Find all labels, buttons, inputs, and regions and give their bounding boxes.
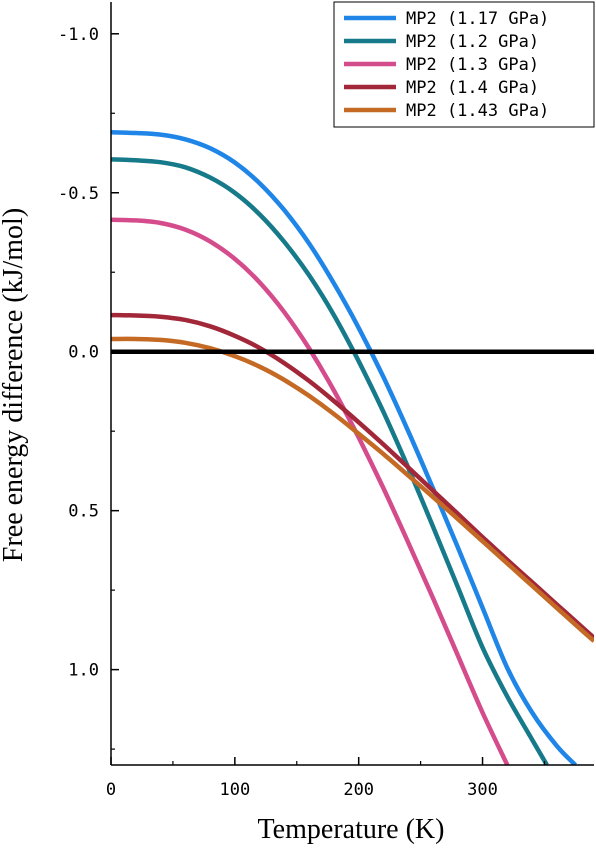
y-axis-label: Free energy difference (kJ/mol) bbox=[0, 208, 29, 562]
legend-label: MP2 (1.17 GPa) bbox=[406, 9, 549, 29]
series-line-4 bbox=[111, 312, 594, 640]
y-tick-label: 1.0 bbox=[68, 661, 99, 681]
y-tick-label: 0.5 bbox=[68, 502, 99, 522]
tick-marks bbox=[110, 33, 546, 765]
x-tick-label: 0 bbox=[106, 780, 116, 800]
series-line-1 bbox=[111, 130, 578, 765]
y-tick-label: -1.0 bbox=[58, 25, 99, 45]
y-tick-label: 0.0 bbox=[68, 343, 99, 363]
axes bbox=[110, 2, 594, 766]
series-line-3 bbox=[111, 217, 510, 765]
x-tick-label: 200 bbox=[343, 780, 374, 800]
legend-label: MP2 (1.43 GPa) bbox=[406, 101, 549, 121]
tick-labels: 0 100 200 300 -1.0 -0.5 0.0 0.5 1.0 bbox=[58, 25, 498, 800]
series-line-5 bbox=[111, 336, 594, 643]
legend-label: MP2 (1.3 GPa) bbox=[406, 55, 539, 75]
x-tick-label: 300 bbox=[467, 780, 498, 800]
legend-label: MP2 (1.2 GPa) bbox=[406, 32, 539, 52]
y-tick-label: -0.5 bbox=[58, 184, 99, 204]
series-line-2 bbox=[111, 157, 549, 765]
legend: MP2 (1.17 GPa) MP2 (1.2 GPa) MP2 (1.3 GPa)… bbox=[333, 1, 595, 128]
legend-label: MP2 (1.4 GPa) bbox=[406, 78, 539, 98]
x-tick-label: 100 bbox=[219, 780, 250, 800]
x-axis-label: Temperature (K) bbox=[258, 814, 445, 845]
series-lines bbox=[111, 130, 594, 765]
